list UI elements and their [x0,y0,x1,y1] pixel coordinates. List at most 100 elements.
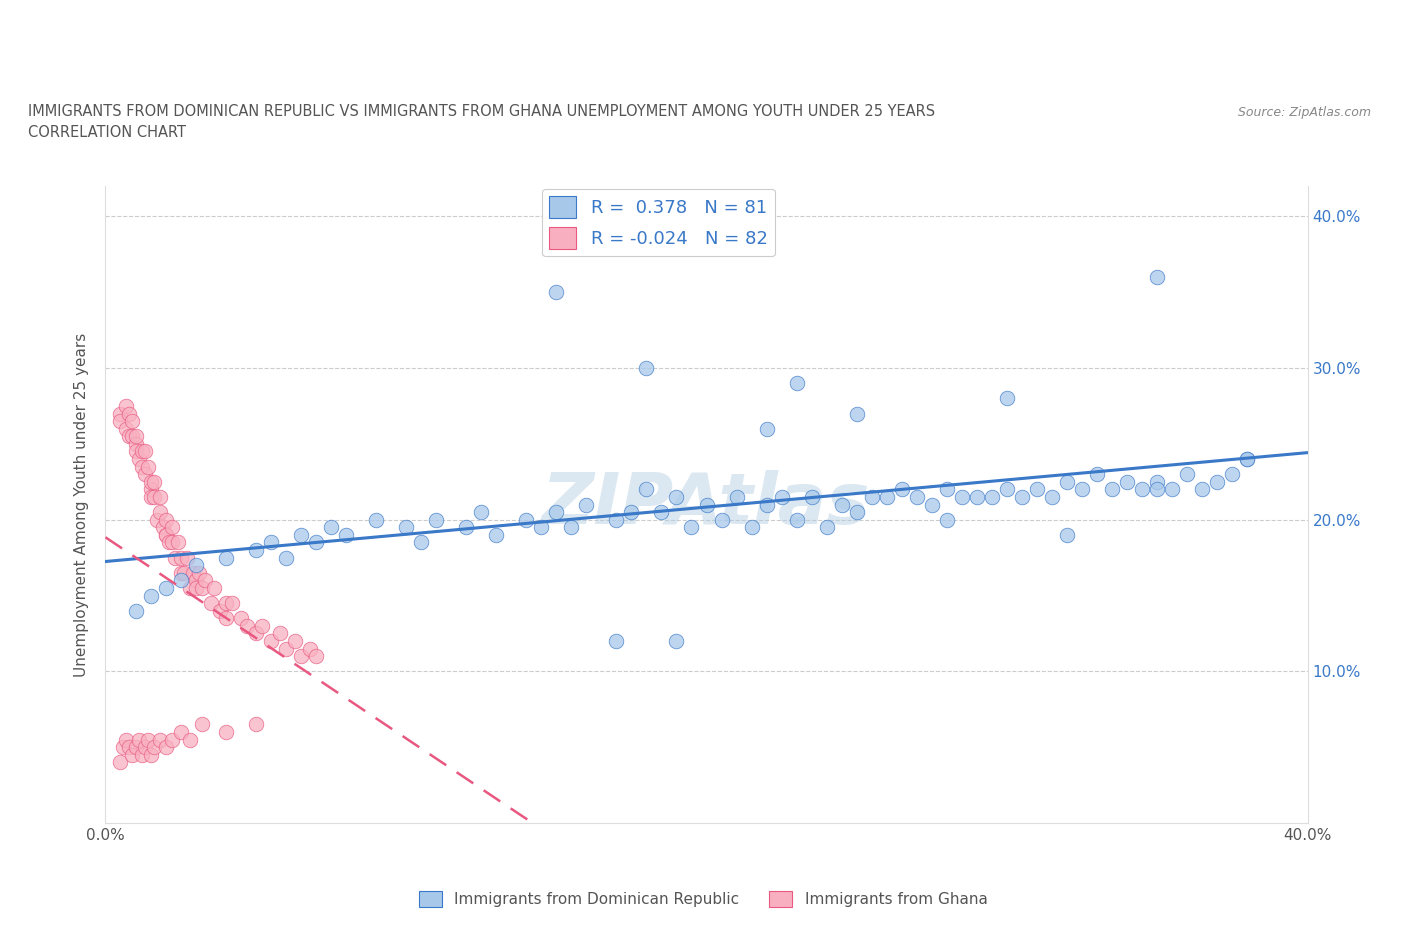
Point [250,618,273,633]
Point [134,467,156,482]
Point [173,565,195,580]
Point [966,489,988,504]
Point [860,489,883,504]
Point [1056,527,1078,542]
Point [290,649,312,664]
Point [636,361,658,376]
Point [179,732,201,747]
Text: IMMIGRANTS FROM DOMINICAN REPUBLIC VS IMMIGRANTS FROM GHANA UNEMPLOYMENT AMONG Y: IMMIGRANTS FROM DOMINICAN REPUBLIC VS IM… [28,104,935,119]
Point [169,573,191,588]
Point [139,474,162,489]
Point [800,489,823,504]
Point [131,444,153,458]
Point [710,512,733,527]
Point [409,535,432,550]
Point [1026,482,1049,497]
Point [134,739,156,754]
Point [169,551,191,565]
Legend: R =  0.378   N = 81, R = -0.024   N = 82: R = 0.378 N = 81, R = -0.024 N = 82 [541,189,775,256]
Point [214,551,236,565]
Point [755,498,778,512]
Point [845,505,868,520]
Point [650,505,672,520]
Point [160,732,183,747]
Point [118,429,141,444]
Point [200,596,222,611]
Point [605,633,627,648]
Point [741,520,763,535]
Point [335,527,357,542]
Point [152,520,174,535]
Point [546,505,568,520]
Point [124,436,146,451]
Point [139,489,162,504]
Point [115,421,138,436]
Point [121,414,143,429]
Point [530,520,553,535]
Point [142,739,165,754]
Point [665,489,688,504]
Point [121,429,143,444]
Point [131,748,153,763]
Point [845,406,868,421]
Point [221,596,243,611]
Point [169,724,191,739]
Point [121,748,143,763]
Point [136,459,159,474]
Point [636,482,658,497]
Point [470,505,492,520]
Point [115,398,138,413]
Point [139,482,162,497]
Point [155,739,177,754]
Point [184,558,207,573]
Point [245,626,267,641]
Point [260,633,283,648]
Point [546,285,568,299]
Point [148,489,170,504]
Point [142,474,165,489]
Point [155,580,177,595]
Point [214,724,236,739]
Point [155,512,177,527]
Point [395,520,418,535]
Point [1071,482,1094,497]
Point [936,512,959,527]
Point [298,641,321,656]
Point [136,732,159,747]
Point [1146,482,1168,497]
Point [1222,467,1244,482]
Point [290,527,312,542]
Point [124,604,146,618]
Point [155,527,177,542]
Point [936,482,959,497]
Point [145,512,167,527]
Point [139,748,162,763]
Point [160,535,183,550]
Point [110,414,132,429]
Point [176,551,198,565]
Point [1206,474,1229,489]
Point [124,444,146,458]
Point [229,611,252,626]
Point [831,498,853,512]
Point [515,512,537,527]
Point [155,527,177,542]
Point [921,498,943,512]
Point [245,717,267,732]
Point [364,512,387,527]
Point [681,520,703,535]
Point [950,489,973,504]
Point [284,633,307,648]
Point [815,520,838,535]
Point [1236,452,1258,467]
Point [1191,482,1213,497]
Point [319,520,342,535]
Point [1175,467,1198,482]
Point [148,505,170,520]
Point [269,626,291,641]
Point [696,498,718,512]
Point [166,535,188,550]
Point [620,505,643,520]
Point [305,535,328,550]
Point [1130,482,1153,497]
